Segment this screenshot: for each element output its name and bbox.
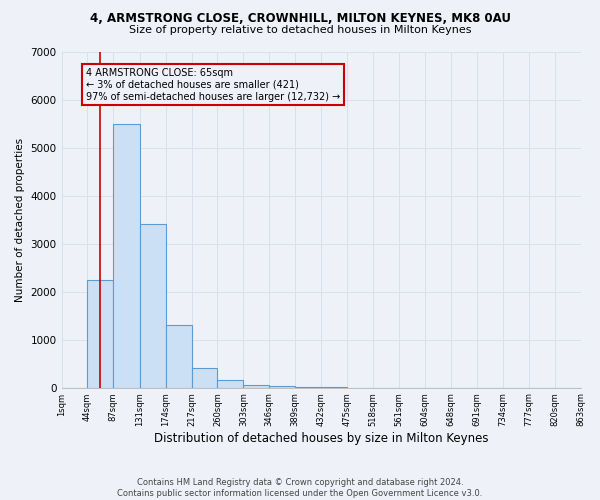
Text: Size of property relative to detached houses in Milton Keynes: Size of property relative to detached ho… <box>129 25 471 35</box>
Bar <box>166 325 191 388</box>
Text: 4 ARMSTRONG CLOSE: 65sqm
← 3% of detached houses are smaller (421)
97% of semi-d: 4 ARMSTRONG CLOSE: 65sqm ← 3% of detache… <box>86 68 340 102</box>
Y-axis label: Number of detached properties: Number of detached properties <box>15 138 25 302</box>
Bar <box>140 224 166 388</box>
Bar <box>88 280 113 388</box>
Text: Contains HM Land Registry data © Crown copyright and database right 2024.
Contai: Contains HM Land Registry data © Crown c… <box>118 478 482 498</box>
X-axis label: Distribution of detached houses by size in Milton Keynes: Distribution of detached houses by size … <box>154 432 488 445</box>
Text: 4, ARMSTRONG CLOSE, CROWNHILL, MILTON KEYNES, MK8 0AU: 4, ARMSTRONG CLOSE, CROWNHILL, MILTON KE… <box>89 12 511 26</box>
Bar <box>191 368 217 388</box>
Bar <box>113 124 140 388</box>
Bar <box>217 380 244 388</box>
Bar <box>269 386 295 388</box>
Bar <box>244 385 269 388</box>
